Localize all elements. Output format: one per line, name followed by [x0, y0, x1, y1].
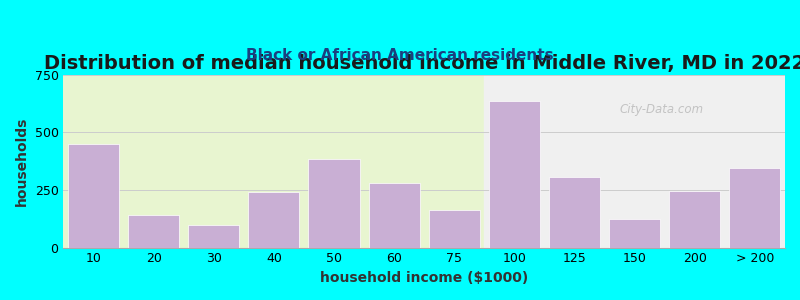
Bar [128, 215, 179, 247]
Title: Distribution of median household income in Middle River, MD in 2022: Distribution of median household income … [43, 54, 800, 73]
X-axis label: household income ($1000): household income ($1000) [320, 271, 528, 285]
Bar [68, 144, 119, 248]
Bar [369, 183, 420, 248]
Bar [309, 159, 359, 248]
Text: Black or African American residents: Black or African American residents [246, 48, 554, 63]
Text: City-Data.com: City-Data.com [619, 103, 703, 116]
Bar [549, 177, 600, 247]
Bar [730, 168, 781, 248]
Y-axis label: households: households [15, 116, 29, 206]
Bar [489, 101, 540, 248]
Bar [429, 209, 480, 247]
Bar [63, 75, 484, 248]
Bar [670, 191, 720, 247]
Bar [484, 75, 785, 248]
Bar [609, 219, 660, 247]
Bar [188, 224, 239, 248]
Bar [248, 192, 299, 248]
